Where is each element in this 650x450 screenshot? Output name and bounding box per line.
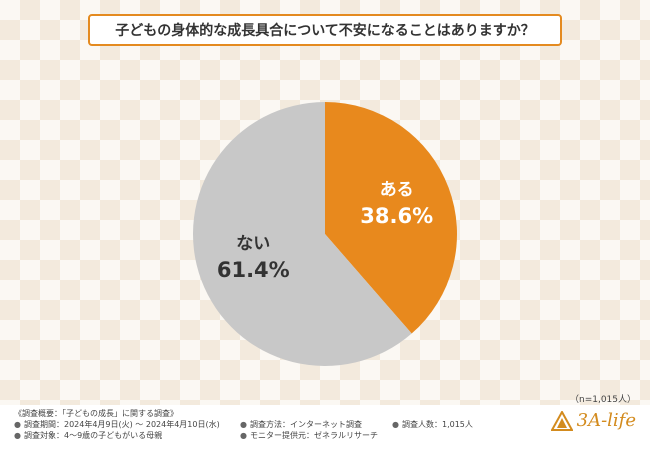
slice-category-label: ある	[380, 180, 414, 200]
survey-target-text: 調査対象：4～9歳の子どもがいる母親	[23, 431, 163, 440]
survey-target: ● 調査対象：4～9歳の子どもがいる母親	[14, 430, 162, 441]
logo-text: 3A-life	[576, 410, 636, 431]
pie-slice-1	[325, 102, 457, 334]
slice-category-label: ない	[236, 234, 270, 254]
survey-period: ● 調査期間：2024年4月9日(火) ～ 2024年4月10日(水)	[14, 419, 220, 430]
triangle-logo-icon	[550, 410, 573, 431]
survey-provider-text: モニター提供元：ゼネラルリサーチ	[249, 431, 378, 440]
survey-count-text: 調査人数：1,015人	[401, 420, 473, 429]
survey-count: ● 調査人数：1,015人	[392, 419, 473, 430]
survey-footer: 《調査概要：「子どもの成長」に関する調査》 ● 調査期間：2024年4月9日(火)…	[0, 405, 650, 450]
survey-overview: 《調査概要：「子どもの成長」に関する調査》	[14, 409, 178, 418]
survey-provider: ● モニター提供元：ゼネラルリサーチ	[240, 430, 378, 441]
bullet-icon: ●	[14, 420, 21, 429]
bullet-icon: ●	[240, 420, 247, 429]
bullet-icon: ●	[392, 420, 399, 429]
sample-size: （n=1,015人）	[569, 395, 636, 405]
bullet-icon: ●	[14, 431, 21, 440]
bullet-icon: ●	[240, 431, 247, 440]
slice-value-label: 61.4%	[217, 258, 290, 282]
brand-logo: 3A-life	[550, 410, 636, 431]
survey-method-text: 調査方法：インターネット調査	[249, 420, 362, 429]
pie-slice-2	[193, 102, 412, 366]
chart-title: 子どもの身体的な成長具合について不安になることはありますか？	[88, 14, 562, 46]
survey-period-text: 調査期間：2024年4月9日(火) ～ 2024年4月10日(水)	[23, 420, 220, 429]
slice-value-label: 38.6%	[360, 204, 433, 228]
survey-method: ● 調査方法：インターネット調査	[240, 419, 362, 430]
